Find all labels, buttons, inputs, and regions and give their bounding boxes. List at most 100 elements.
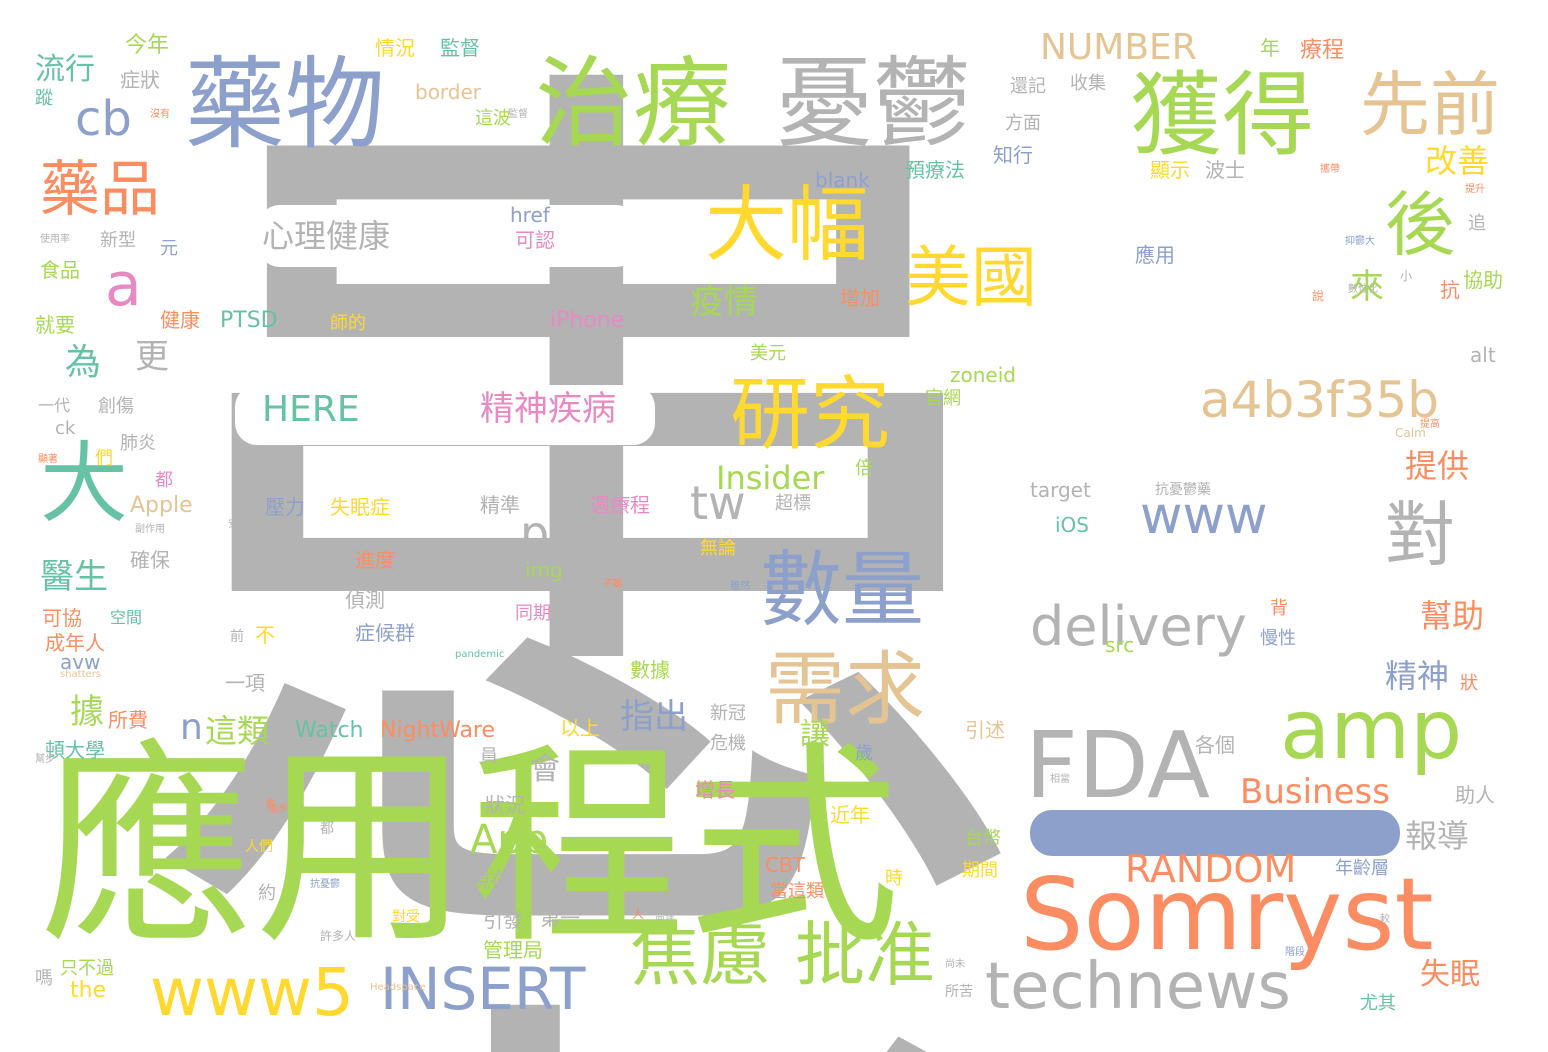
word-176: 攜帶 [1320, 164, 1340, 175]
word-182: 顯著 [38, 454, 58, 465]
word-160: 引發 [483, 908, 523, 932]
word-161: 第一 [540, 906, 580, 930]
word-171: 蹤 [35, 88, 53, 109]
word-87: 知行 [993, 143, 1033, 167]
word-70: href [510, 203, 550, 227]
word-27: delivery [1030, 595, 1247, 658]
word-92: 波士 [1205, 158, 1245, 182]
word-150: 助人 [1455, 783, 1495, 807]
word-183: 副作用 [135, 524, 165, 535]
word-159: 時 [885, 868, 903, 889]
word-128: 背 [1270, 598, 1288, 619]
word-51: 報導 [1405, 817, 1470, 855]
word-81: 監督 [440, 36, 480, 60]
word-132: 成年人 [45, 631, 105, 655]
word-59: iPhone [550, 308, 625, 333]
word-155: 人們 [245, 839, 273, 855]
word-114: 都 [155, 470, 173, 491]
word-169: 人 [632, 907, 645, 921]
word-138: 一項 [225, 671, 265, 695]
word-90: 預療法 [905, 158, 965, 182]
word-119: 超標 [775, 493, 811, 514]
word-141: 危機 [710, 733, 746, 754]
word-117: 精準 [480, 493, 520, 517]
word-17: www5 [150, 954, 354, 1031]
word-98: 應用 [1135, 243, 1175, 267]
word-32: App [470, 817, 549, 863]
word-190: 進步 [268, 804, 288, 815]
word-31: Business [1240, 772, 1390, 812]
word-139: 所費 [108, 708, 148, 732]
word-25: a4b3f35b [1200, 371, 1439, 429]
word-77: shatters [60, 669, 101, 680]
word-177: 抑鬱大 [1345, 236, 1375, 247]
word-194: 傷藥 [410, 882, 430, 893]
word-195: 高達 [655, 912, 675, 923]
word-82: 年 [1260, 36, 1280, 60]
word-125: 無論 [700, 538, 736, 559]
word-55: 會 [530, 752, 560, 787]
word-164: 管理局 [483, 938, 543, 962]
word-148: 狀況 [485, 793, 525, 817]
word-36: 精神疾病 [480, 389, 616, 429]
word-bar-1 [1030, 810, 1400, 856]
word-113: 們 [95, 448, 113, 469]
word-151: 近年 [830, 803, 870, 827]
word-63: iOS [1055, 513, 1089, 537]
word-61: the [70, 978, 107, 1003]
word-149: 增長 [695, 778, 735, 802]
word-107: 追 [1468, 213, 1486, 234]
word-188: 都 [320, 821, 334, 837]
word-46: 來 [1350, 267, 1384, 307]
word-57: Watch [295, 718, 364, 743]
word-0: 應用程式 [40, 722, 900, 973]
word-162: 對受 [392, 909, 420, 925]
word-bar-5 [235, 385, 655, 445]
word-65: CBT [765, 853, 805, 877]
word-3: 憂鬱 [775, 47, 972, 161]
word-120: 倍 [855, 458, 873, 479]
word-184: 安全 [228, 519, 248, 530]
word-131: 症候群 [355, 621, 415, 645]
word-20: 大 [40, 432, 129, 535]
word-94: 可認 [515, 228, 555, 252]
word-45: n [180, 707, 203, 748]
word-196: 階段 [1285, 947, 1305, 958]
word-133: 不 [255, 623, 275, 647]
word-19: 藥品 [40, 155, 160, 225]
word-10: 研究 [730, 368, 890, 461]
word-52: 失眠 [1420, 957, 1480, 992]
word-39: 指出 [620, 697, 688, 737]
word-101: 師的 [330, 313, 366, 334]
word-170: 可在 [655, 904, 675, 915]
word-122: 確保 [130, 548, 170, 572]
word-178: 數位化 [1348, 284, 1378, 295]
word-22: cb [75, 91, 132, 147]
word-166: 嗎 [35, 968, 53, 989]
word-124: 月 [255, 548, 273, 569]
word-34: 心理健康 [262, 217, 391, 255]
word-91: 顯示 [1150, 158, 1190, 182]
word-bar-3 [1005, 600, 1255, 670]
word-146: 各個 [1195, 733, 1235, 757]
word-bar-6 [1010, 470, 1020, 480]
word-33: NUMBER [1040, 27, 1197, 68]
word-118: 週療程 [590, 493, 650, 517]
word-172: 沒有 [150, 109, 170, 120]
word-26: www [1140, 486, 1268, 546]
word-86: 方面 [1005, 113, 1041, 134]
word-154: 年齡層 [1335, 858, 1389, 879]
word-111: 創傷 [98, 396, 134, 417]
word-186: 雖然 [730, 581, 750, 592]
word-147: 員 [480, 746, 498, 767]
word-104: 千 [515, 308, 533, 329]
word-126: 偵測 [345, 588, 385, 612]
word-185: 幫步 [35, 754, 55, 765]
word-80: 情況 [375, 36, 415, 60]
word-15: 批准 [795, 914, 935, 996]
word-181: 提高 [1420, 419, 1440, 430]
word-191: 相當 [1050, 774, 1070, 785]
word-145: 歲 [855, 743, 873, 764]
word-137: 狀 [1460, 673, 1478, 694]
word-85: 收集 [1070, 73, 1106, 94]
